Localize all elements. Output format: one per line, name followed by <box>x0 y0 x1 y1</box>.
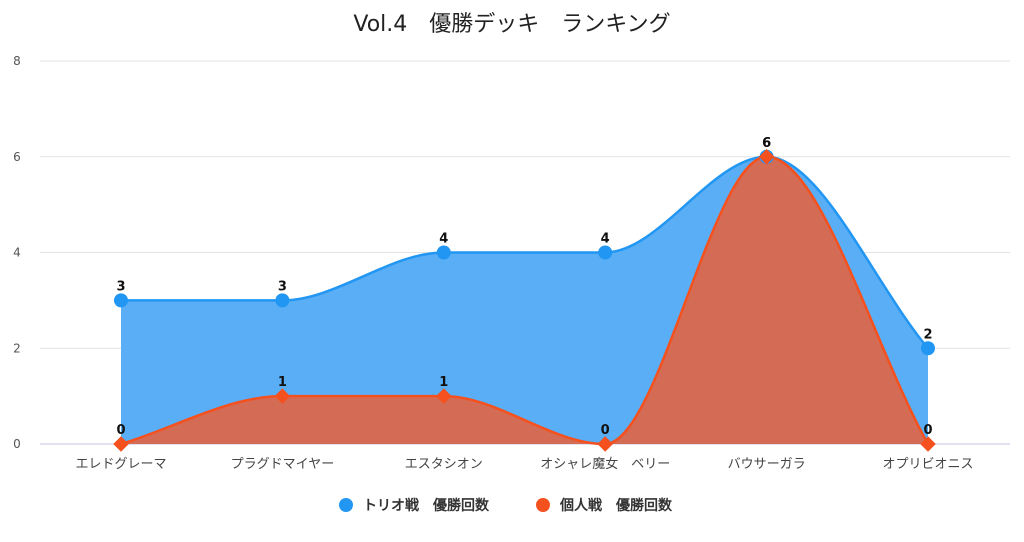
data-label: 1 <box>439 375 448 390</box>
x-category-label: バウサーガラ <box>728 457 806 472</box>
legend-item[interactable]: トリオ戦 優勝回数 <box>339 497 490 514</box>
legend-label: 個人戦 優勝回数 <box>559 497 673 514</box>
x-category-label: エレドグレーマ <box>75 457 166 472</box>
data-label: 2 <box>923 327 932 342</box>
legend-marker-icon <box>339 498 353 512</box>
data-point[interactable] <box>758 148 775 165</box>
data-label: 0 <box>601 423 610 438</box>
y-tick-label: 6 <box>13 150 21 164</box>
series-areas <box>120 155 930 446</box>
x-category-label: オシャレ魔女 ベリー <box>540 456 670 472</box>
data-label: 3 <box>278 279 287 294</box>
data-point[interactable] <box>114 293 128 308</box>
data-label: 0 <box>923 423 932 438</box>
x-axis-categories: エレドグレーマ プラグドマイヤー エスタシオン オシャレ魔女 ベリー バウサーガラ オプリ… <box>75 456 973 472</box>
data-label: 4 <box>601 232 610 247</box>
data-point[interactable] <box>436 245 451 260</box>
legend-label: トリオ戦 優勝回数 <box>363 497 490 514</box>
y-tick-label: 4 <box>13 246 21 260</box>
x-category-label: プラグドマイヤー <box>231 457 335 472</box>
data-label: 4 <box>439 232 448 247</box>
y-tick-label: 0 <box>13 437 21 451</box>
y-axis-ticks: 0 2 4 6 8 <box>13 54 21 451</box>
y-tick-label: 2 <box>13 341 21 355</box>
data-point[interactable] <box>598 245 613 260</box>
data-label: 0 <box>116 423 125 438</box>
legend-item[interactable]: 個人戦 優勝回数 <box>536 497 673 514</box>
data-point[interactable] <box>921 341 935 356</box>
data-label: 6 <box>762 136 771 151</box>
y-tick-label: 8 <box>13 54 21 68</box>
x-category-label: エスタシオン <box>405 457 483 472</box>
data-label: 1 <box>278 375 287 390</box>
data-label: 6 <box>762 136 771 151</box>
chart-title: Vol.4 優勝デッキ ランキング <box>353 12 670 37</box>
legend-marker-icon <box>536 498 550 512</box>
x-category-label: オプリビオニス <box>882 457 973 472</box>
data-label: 3 <box>116 279 125 294</box>
series-area <box>121 156 928 444</box>
legend[interactable]: トリオ戦 優勝回数 個人戦 優勝回数 <box>339 497 673 514</box>
data-point[interactable] <box>275 293 290 308</box>
